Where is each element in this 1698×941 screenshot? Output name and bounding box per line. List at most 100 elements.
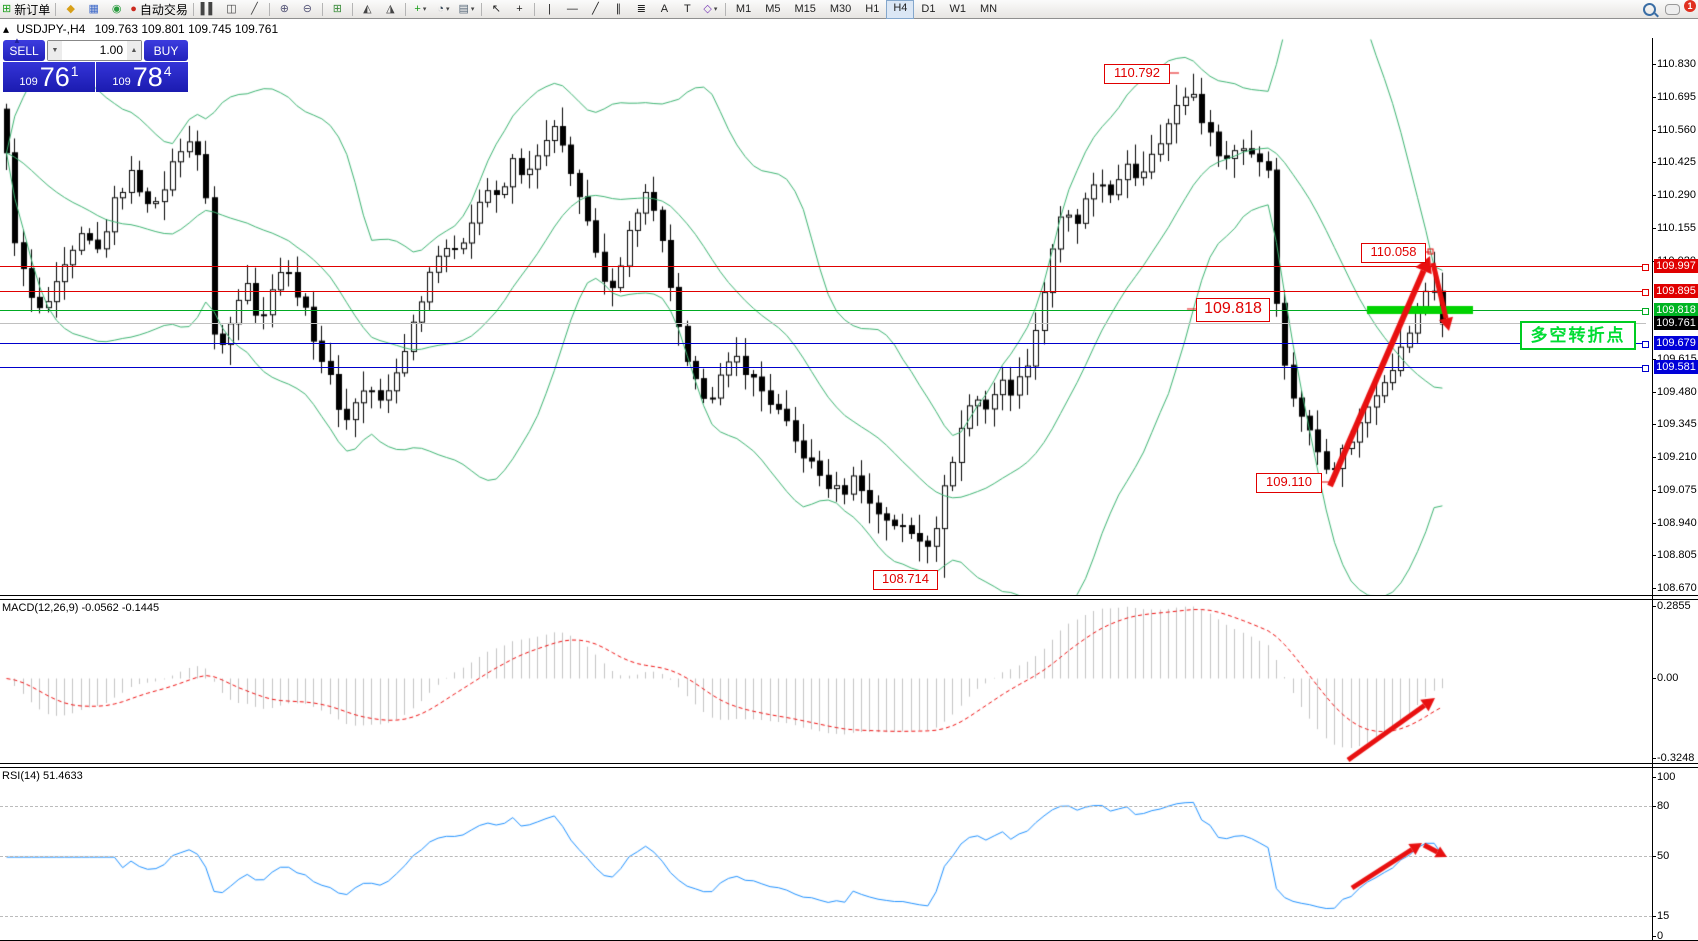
sell-price-main: 76 <box>39 62 70 92</box>
axis-tick-label: 108.940 <box>1657 517 1697 529</box>
trendline-icon[interactable]: ╱ <box>584 1 607 18</box>
collapse-icon[interactable]: ▴ <box>3 22 10 36</box>
chevron-down-icon[interactable]: ▾ <box>422 6 427 13</box>
sell-button[interactable]: SELL <box>3 40 45 61</box>
zoom-out-icon[interactable]: ⊖ <box>296 1 319 18</box>
price-annotation-109.818[interactable]: 109.818 <box>1196 298 1270 322</box>
horizontal-level-109.997[interactable] <box>0 266 1646 267</box>
timeframe-button-m15[interactable]: M15 <box>794 2 816 15</box>
volume-decrease-button[interactable]: ▼ <box>48 41 62 60</box>
price-label-109.679: 109.679 <box>1654 336 1698 350</box>
text-icon[interactable]: A <box>653 1 676 18</box>
cursor-icon[interactable]: ↖ <box>485 1 508 18</box>
toolbar-separator <box>724 2 726 16</box>
templates-icon[interactable]: ▤ ▾ <box>455 1 478 18</box>
symbol-info-bar: ▴ USDJPY-,H4 109.763 109.801 109.745 109… <box>3 22 278 36</box>
cursor-icon: ↖ <box>491 2 502 15</box>
shapes-icon: ◇ <box>703 2 712 15</box>
chart-canvas[interactable] <box>0 19 1698 941</box>
line-chart-icon[interactable]: ╱ <box>243 1 266 18</box>
level-endpoint-marker[interactable] <box>1642 308 1649 315</box>
horizontal-level-109.581[interactable] <box>0 367 1646 368</box>
timeframe-button-h4[interactable]: H4 <box>886 0 915 19</box>
timeframe-button-m5[interactable]: M5 <box>765 2 781 15</box>
sell-price-panel[interactable]: 109 76 1 <box>3 62 95 92</box>
level-endpoint-marker[interactable] <box>1642 341 1649 348</box>
horizontal-line-icon[interactable]: — <box>561 1 584 18</box>
timeframe-button-h1[interactable]: H1 <box>865 2 880 15</box>
search-icon[interactable] <box>1638 1 1661 18</box>
label-icon[interactable]: T <box>676 1 699 18</box>
tile-windows-icon[interactable]: ⊞ <box>326 1 349 18</box>
turning-point-label[interactable]: 多空转折点 <box>1520 321 1636 350</box>
shapes-icon[interactable]: ◇ ▾ <box>699 1 722 18</box>
candle-chart-icon[interactable]: ◫ <box>220 1 243 18</box>
symbol-ohlc: 109.763 109.801 109.745 109.761 <box>94 22 279 36</box>
level-endpoint-marker[interactable] <box>1642 289 1649 296</box>
toolbar-buttons: ⊞ 新订单 ◆ ▦ ◉ ● 自动交易 ▌▌ ◫ ╱ ⊕ ⊖ ⊞ ◭ ◮ + ▾ ◔ ▾ ▤ ▾ ↖ + | — ╱ ∥ ≣ A T ◇ ▾ <box>0 1 722 18</box>
chevron-down-icon[interactable]: ▾ <box>445 6 450 13</box>
timeframe-button-m30[interactable]: M30 <box>829 2 852 15</box>
chevron-down-icon[interactable]: ▾ <box>713 6 718 13</box>
terminal-icon[interactable]: ▦ <box>82 1 105 18</box>
level-endpoint-marker[interactable] <box>1642 264 1649 271</box>
volume-input[interactable]: 1.00 <box>99 43 123 57</box>
notifications-icon[interactable] <box>1661 1 1684 18</box>
channel-icon[interactable]: ∥ <box>607 1 630 18</box>
rsi-pane-separator[interactable] <box>0 763 1698 768</box>
price-annotation-108.714[interactable]: 108.714 <box>873 570 938 590</box>
axis-tick-label: 109.210 <box>1657 451 1697 463</box>
timeframe-button-m1[interactable]: M1 <box>735 2 752 15</box>
vertical-line-icon[interactable]: | <box>538 1 561 18</box>
horizontal-level-109.761[interactable] <box>0 323 1646 324</box>
chart-shift-icon[interactable]: ◮ <box>379 1 402 18</box>
notification-badge[interactable]: 1 <box>1684 0 1696 12</box>
periods-icon[interactable]: ◔ ▾ <box>432 1 455 18</box>
autotrade-button: ● <box>130 2 137 15</box>
zoom-in-icon[interactable]: ⊕ <box>273 1 296 18</box>
autotrade-button[interactable]: ● 自动交易 <box>128 1 190 18</box>
buy-price-pip: 4 <box>163 63 172 79</box>
macd-pane-separator[interactable] <box>0 595 1698 600</box>
timeframe-bar: M1 M5 M15 M30 H1 H4 D1 W1 MN <box>729 0 1004 19</box>
axis-tick-label: 110.425 <box>1657 156 1696 168</box>
toolbar-separator <box>55 2 57 16</box>
new-order-button[interactable]: ⊞ 新订单 <box>0 1 52 18</box>
trendline-icon: ╱ <box>592 2 599 15</box>
timeframe-button-w1[interactable]: W1 <box>949 2 966 15</box>
price-annotation-109.110[interactable]: 109.110 <box>1256 473 1322 493</box>
rsi-level-50 <box>0 856 1652 857</box>
channel-icon: ∥ <box>615 2 622 15</box>
add-indicator-icon: + <box>414 2 421 15</box>
chevron-down-icon[interactable]: ▾ <box>470 6 475 13</box>
horizontal-level-109.818[interactable] <box>0 310 1646 311</box>
price-annotation-110.058[interactable]: 110.058 <box>1361 243 1426 263</box>
chart-window: 109.997 109.895 109.818 109.761 109.679 109.5… <box>0 19 1698 941</box>
horizontal-level-109.895[interactable] <box>0 291 1646 292</box>
fibonacci-icon[interactable]: ≣ <box>630 1 653 18</box>
bar-chart-icon: ▌▌ <box>200 2 217 15</box>
price-annotation-110.792[interactable]: 110.792 <box>1104 64 1170 84</box>
timeframe-button-mn[interactable]: MN <box>979 2 998 15</box>
label-icon: T <box>684 2 691 15</box>
panel-collapse-icon[interactable]: ▲ <box>13 36 21 45</box>
toolbar-separator <box>268 2 270 16</box>
vertical-line-icon: | <box>547 2 551 15</box>
toolbar-separator <box>533 2 535 16</box>
eraser-icon[interactable]: ◆ <box>59 1 82 18</box>
signals-icon[interactable]: ◉ <box>105 1 128 18</box>
auto-arrange-icon[interactable]: ◭ <box>356 1 379 18</box>
volume-increase-button[interactable]: ▲ <box>127 41 141 60</box>
axis-tick-label: 100 <box>1657 771 1676 783</box>
crosshair-icon[interactable]: + <box>508 1 531 18</box>
level-endpoint-marker[interactable] <box>1642 365 1649 372</box>
price-label-109.895: 109.895 <box>1654 284 1698 298</box>
buy-button[interactable]: BUY <box>144 40 188 61</box>
auto-arrange-icon: ◭ <box>363 2 372 15</box>
add-indicator-icon[interactable]: + ▾ <box>409 1 432 18</box>
periods-icon: ◔ <box>437 2 444 15</box>
buy-price-panel[interactable]: 109 78 4 <box>96 62 188 92</box>
bar-chart-icon[interactable]: ▌▌ <box>197 1 220 18</box>
horizontal-level-109.679[interactable] <box>0 343 1646 344</box>
timeframe-button-d1[interactable]: D1 <box>921 2 936 15</box>
